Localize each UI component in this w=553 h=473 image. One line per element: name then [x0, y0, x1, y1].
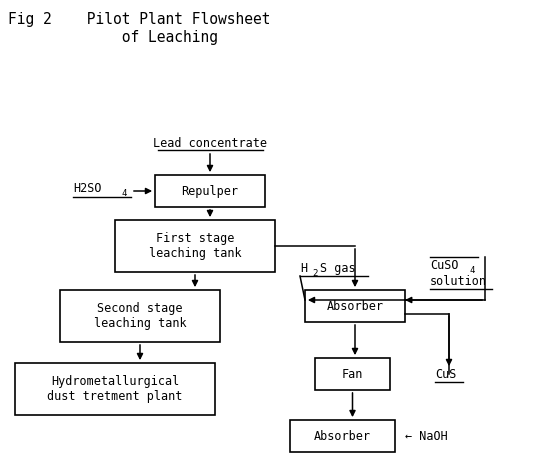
Text: Absorber: Absorber	[314, 429, 371, 443]
Bar	[315, 358, 390, 390]
Text: First stage
leaching tank: First stage leaching tank	[149, 232, 241, 260]
Bar	[60, 290, 220, 342]
Bar	[290, 420, 395, 452]
Text: Hydrometallurgical
dust tretment plant: Hydrometallurgical dust tretment plant	[48, 375, 182, 403]
Text: ← NaOH: ← NaOH	[405, 429, 448, 443]
Text: S gas: S gas	[320, 262, 356, 274]
Text: solution: solution	[430, 274, 487, 288]
Text: 2: 2	[312, 269, 317, 278]
Text: H2SO: H2SO	[73, 182, 102, 194]
Bar	[155, 175, 265, 207]
Text: Fan: Fan	[342, 368, 363, 380]
Text: CuS: CuS	[435, 368, 456, 380]
Text: of Leaching: of Leaching	[8, 30, 218, 45]
Text: CuSO: CuSO	[430, 259, 458, 272]
Text: Repulper: Repulper	[181, 184, 238, 198]
Bar	[115, 220, 275, 272]
Text: Lead concentrate: Lead concentrate	[153, 137, 267, 149]
Text: Fig 2    Pilot Plant Flowsheet: Fig 2 Pilot Plant Flowsheet	[8, 12, 270, 27]
Text: H: H	[300, 262, 307, 274]
Text: 4: 4	[470, 265, 476, 274]
Bar	[15, 363, 215, 415]
Text: Second stage
leaching tank: Second stage leaching tank	[93, 302, 186, 330]
Bar	[305, 290, 405, 322]
Text: 4: 4	[121, 189, 127, 198]
Text: Absorber: Absorber	[326, 299, 383, 313]
